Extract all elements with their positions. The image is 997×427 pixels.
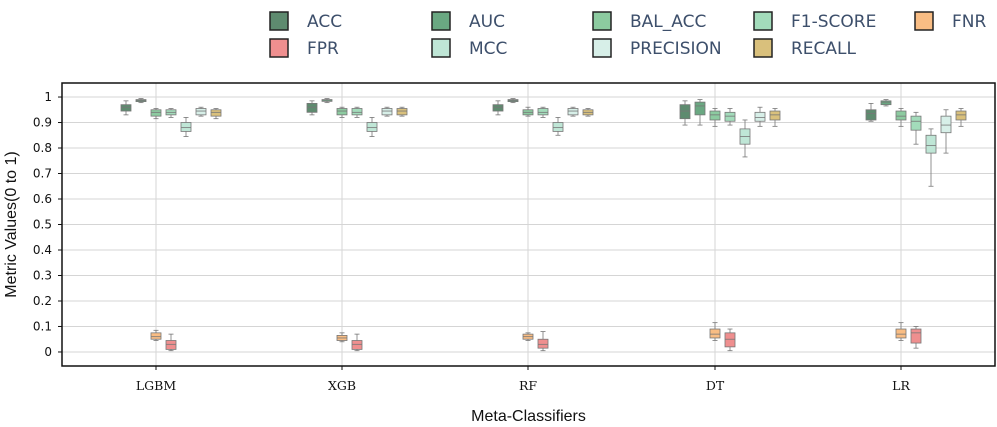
box [150, 109, 162, 117]
box [537, 338, 549, 349]
y-tick-label: 0.8 [33, 141, 52, 155]
y-axis-ticks: 0 0.1 0.2 0.3 0.4 0.5 0.6 0.7 0.8 0.9 1 [33, 90, 62, 359]
box [724, 332, 736, 348]
box [910, 328, 922, 344]
y-tick-label: 0 [44, 345, 52, 359]
series-recall [210, 106, 967, 127]
y-tick-label: 0.1 [33, 319, 52, 333]
series-f1-score [165, 106, 922, 145]
legend-label: PRECISION [630, 39, 722, 59]
legend-label: ACC [307, 12, 342, 32]
legend-swatch [753, 11, 773, 31]
legend-swatch [592, 11, 612, 31]
y-tick-label: 0.3 [33, 268, 52, 282]
legend-label: AUC [469, 12, 505, 32]
series-acc [120, 100, 877, 126]
box [336, 108, 348, 116]
box [865, 109, 877, 121]
box [895, 328, 907, 339]
x-tick-label: DT [706, 378, 725, 393]
y-tick-label: 0.6 [33, 192, 52, 206]
box [679, 104, 691, 120]
legend-label: MCC [469, 39, 507, 59]
box [381, 108, 393, 116]
legend-swatch [269, 38, 289, 58]
y-tick-label: 1 [44, 90, 52, 104]
box [567, 108, 579, 116]
box [150, 332, 162, 340]
legend-swatch [269, 11, 289, 31]
box [940, 115, 952, 134]
box [552, 122, 564, 132]
legend-label: RECALL [791, 39, 857, 59]
legend-label: F1-SCORE [791, 12, 876, 32]
box [366, 122, 378, 132]
legend-swatch [753, 38, 773, 58]
box [306, 102, 318, 113]
box [925, 134, 937, 154]
x-tick-label: LR [892, 378, 910, 393]
x-tick-label: LGBM [136, 378, 176, 393]
legend-label: FPR [307, 39, 339, 59]
series-bal-acc [150, 106, 907, 127]
box [910, 115, 922, 131]
box [537, 108, 549, 116]
y-tick-label: 0.9 [33, 116, 52, 130]
box [709, 110, 721, 121]
series-fpr [165, 326, 922, 352]
series-mcc [180, 117, 937, 187]
box [351, 108, 363, 116]
box [724, 111, 736, 122]
box [165, 340, 177, 350]
y-tick-label: 0.5 [33, 218, 52, 232]
series-precision [195, 106, 952, 154]
y-tick-label: 0.4 [33, 243, 52, 257]
box [210, 109, 222, 117]
y-axis-title: Metric Values(0 to 1) [3, 151, 20, 297]
box [180, 122, 192, 132]
legend-label: BAL_ACC [630, 12, 706, 32]
legend-swatch [431, 38, 451, 58]
legend-swatch [592, 38, 612, 58]
box [880, 100, 892, 106]
y-tick-label: 0.7 [33, 167, 52, 181]
box [709, 328, 721, 339]
box [120, 104, 132, 112]
boxplot-marks [120, 98, 967, 352]
legend-label: FNR [952, 12, 986, 32]
box [694, 101, 706, 116]
box [955, 110, 967, 121]
x-tick-label: RF [519, 378, 537, 393]
box [492, 104, 504, 112]
legend-swatch [914, 11, 934, 31]
gridlines [62, 83, 995, 366]
legend-swatch [431, 11, 451, 31]
series-fnr [150, 322, 907, 343]
box [195, 108, 207, 116]
x-axis-title: Meta-Classifiers [471, 408, 586, 425]
box [754, 111, 766, 122]
x-axis-ticks: LGBM XGB RF DT LR [136, 366, 910, 393]
legend: ACC FPR AUC MCC BAL_ACC PRECISION F1-SCORE RECA… [269, 11, 986, 59]
box [895, 110, 907, 121]
y-tick-label: 0.2 [33, 294, 52, 308]
series-auc [135, 98, 892, 126]
box [396, 108, 408, 116]
box [769, 110, 781, 121]
x-tick-label: XGB [328, 378, 356, 393]
box [351, 340, 363, 350]
